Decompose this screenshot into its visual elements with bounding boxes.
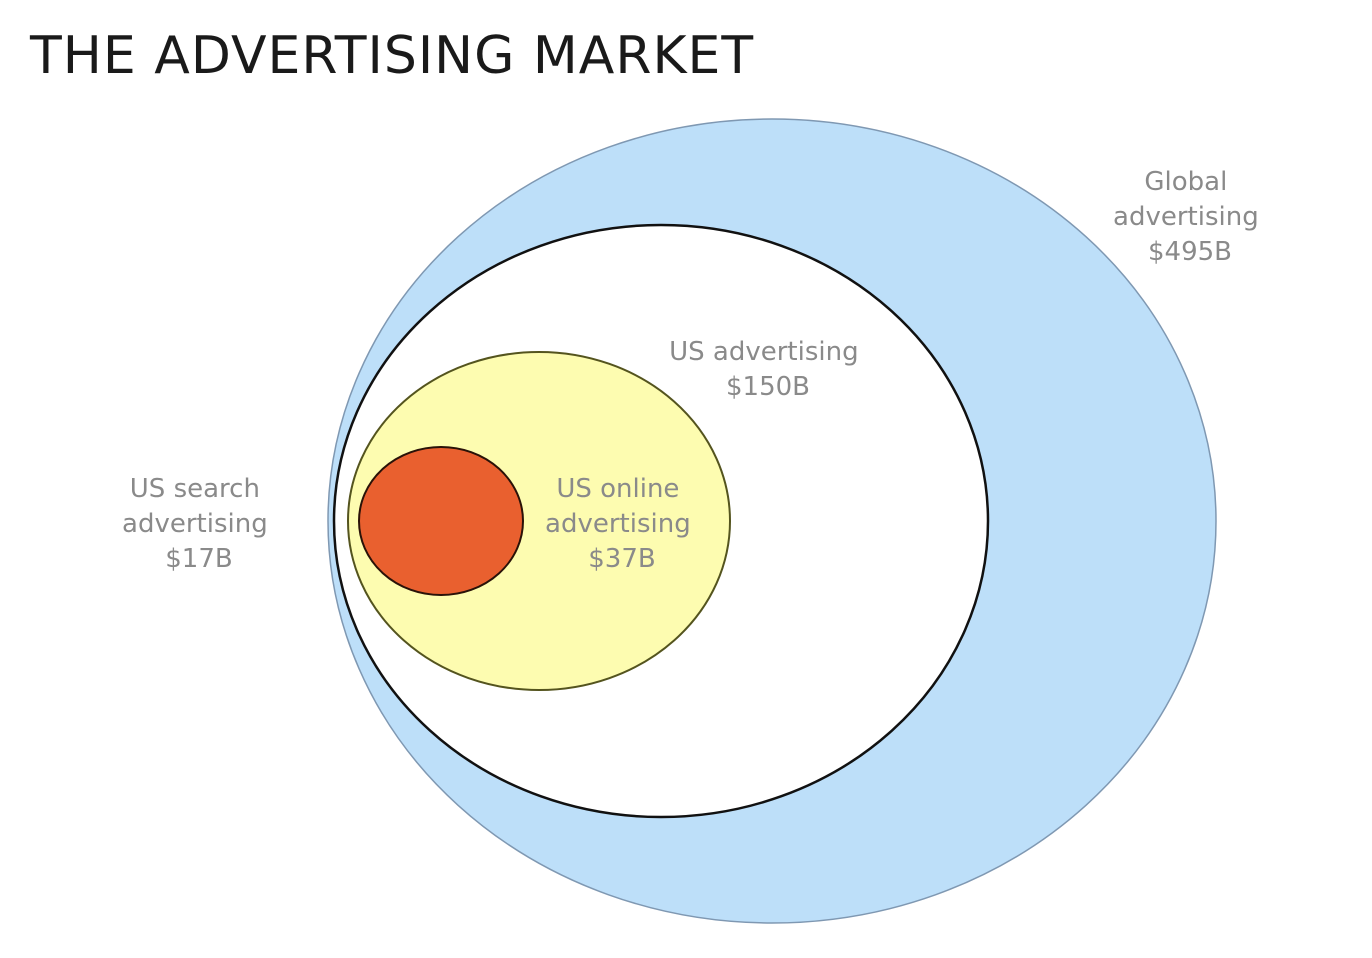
us-search-advertising-ellipse	[358, 446, 524, 596]
us-online-advertising-ellipse	[347, 351, 731, 691]
us-advertising-label: US advertising $150B	[669, 337, 867, 402]
us-online-label-value: $37B	[588, 544, 655, 574]
global-advertising-label: Global advertising $495B	[1113, 167, 1267, 267]
us-online-label-line: US online	[556, 474, 679, 504]
us-label-value: $150B	[726, 372, 810, 402]
slide-title: THE ADVERTISING MARKET	[30, 26, 755, 86]
us-label-line: US advertising	[669, 337, 858, 367]
us-search-label-line: US search	[130, 474, 260, 504]
us-online-advertising-label: US online advertising $37B	[545, 474, 699, 574]
us-search-label-value: $17B	[165, 544, 232, 574]
us-online-label-line: advertising	[545, 509, 691, 539]
global-label-value: $495B	[1148, 237, 1232, 267]
us-search-label-line: advertising	[122, 509, 268, 539]
us-search-advertising-label: US search advertising $17B	[122, 474, 276, 574]
global-label-line: advertising	[1113, 202, 1259, 232]
global-label-line: Global	[1144, 167, 1227, 197]
